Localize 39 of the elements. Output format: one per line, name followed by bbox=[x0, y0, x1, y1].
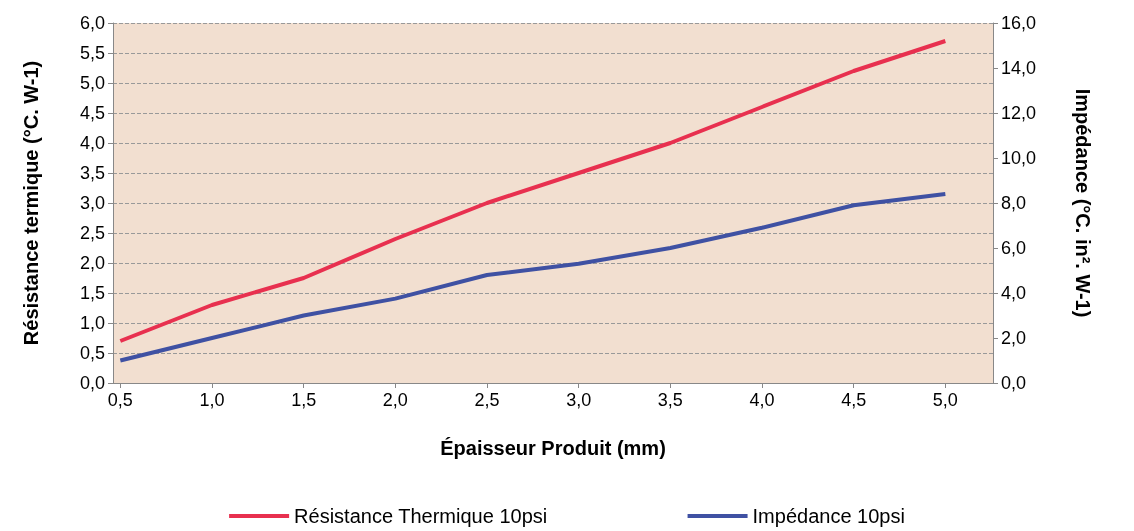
y-tick-label: 4,0 bbox=[79, 133, 105, 153]
y2-tick-label: 0,0 bbox=[1001, 373, 1027, 393]
legend-label: Résistance Thermique 10psi bbox=[294, 505, 548, 527]
y-tick-label: 1,0 bbox=[79, 313, 105, 333]
y-tick-label: 0,0 bbox=[79, 373, 105, 393]
y2-axis-title: Impédance (°C. in². W-1) bbox=[1072, 88, 1094, 318]
x-tick-label: 2,0 bbox=[382, 390, 408, 410]
line-series bbox=[118, 39, 948, 343]
legend-label: Impédance 10psi bbox=[752, 505, 905, 527]
x-tick-label: 4,5 bbox=[841, 390, 867, 410]
x-tick-label: 5,0 bbox=[932, 390, 958, 410]
y2-tick-label: 8,0 bbox=[1001, 193, 1027, 213]
y-tick-label: 2,5 bbox=[79, 223, 105, 243]
x-axis-title: Épaisseur Produit (mm) bbox=[440, 437, 666, 459]
y2-tick-label: 10,0 bbox=[1001, 148, 1037, 168]
y2-tick-label: 4,0 bbox=[1001, 283, 1027, 303]
x-tick-label: 1,5 bbox=[291, 390, 317, 410]
y-tick-label: 3,0 bbox=[79, 193, 105, 213]
y2-tick-label: 16,0 bbox=[1001, 13, 1037, 33]
y-tick-label: 1,5 bbox=[79, 283, 105, 303]
y2-tick-label: 12,0 bbox=[1001, 103, 1037, 123]
y-tick-label: 3,5 bbox=[79, 163, 105, 183]
line-series bbox=[118, 192, 948, 363]
y2-tick-label: 2,0 bbox=[1001, 328, 1027, 348]
y-tick-label: 2,0 bbox=[79, 253, 105, 273]
x-tick-label: 2,5 bbox=[474, 390, 500, 410]
y-tick-label: 0,5 bbox=[79, 343, 105, 363]
y-tick-label: 5,5 bbox=[79, 43, 105, 63]
x-tick-label: 0,5 bbox=[107, 390, 133, 410]
y-tick-label: 5,0 bbox=[79, 73, 105, 93]
x-tick-label: 4,0 bbox=[749, 390, 775, 410]
y-tick-label: 6,0 bbox=[79, 13, 105, 33]
x-tick-label: 3,5 bbox=[657, 390, 683, 410]
y-axis-title: Résistance termique (°C. W-1) bbox=[20, 60, 42, 346]
y2-tick-label: 6,0 bbox=[1001, 238, 1027, 258]
y-tick-label: 4,5 bbox=[79, 103, 105, 123]
x-tick-label: 1,0 bbox=[199, 390, 225, 410]
y2-tick-label: 14,0 bbox=[1001, 58, 1037, 78]
x-tick-label: 3,0 bbox=[566, 390, 592, 410]
